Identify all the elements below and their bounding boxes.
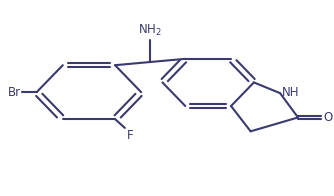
Text: Br: Br [8, 86, 21, 99]
Text: NH$_2$: NH$_2$ [138, 23, 162, 38]
Text: O: O [323, 111, 332, 124]
Text: F: F [127, 129, 133, 142]
Text: NH: NH [282, 86, 300, 99]
